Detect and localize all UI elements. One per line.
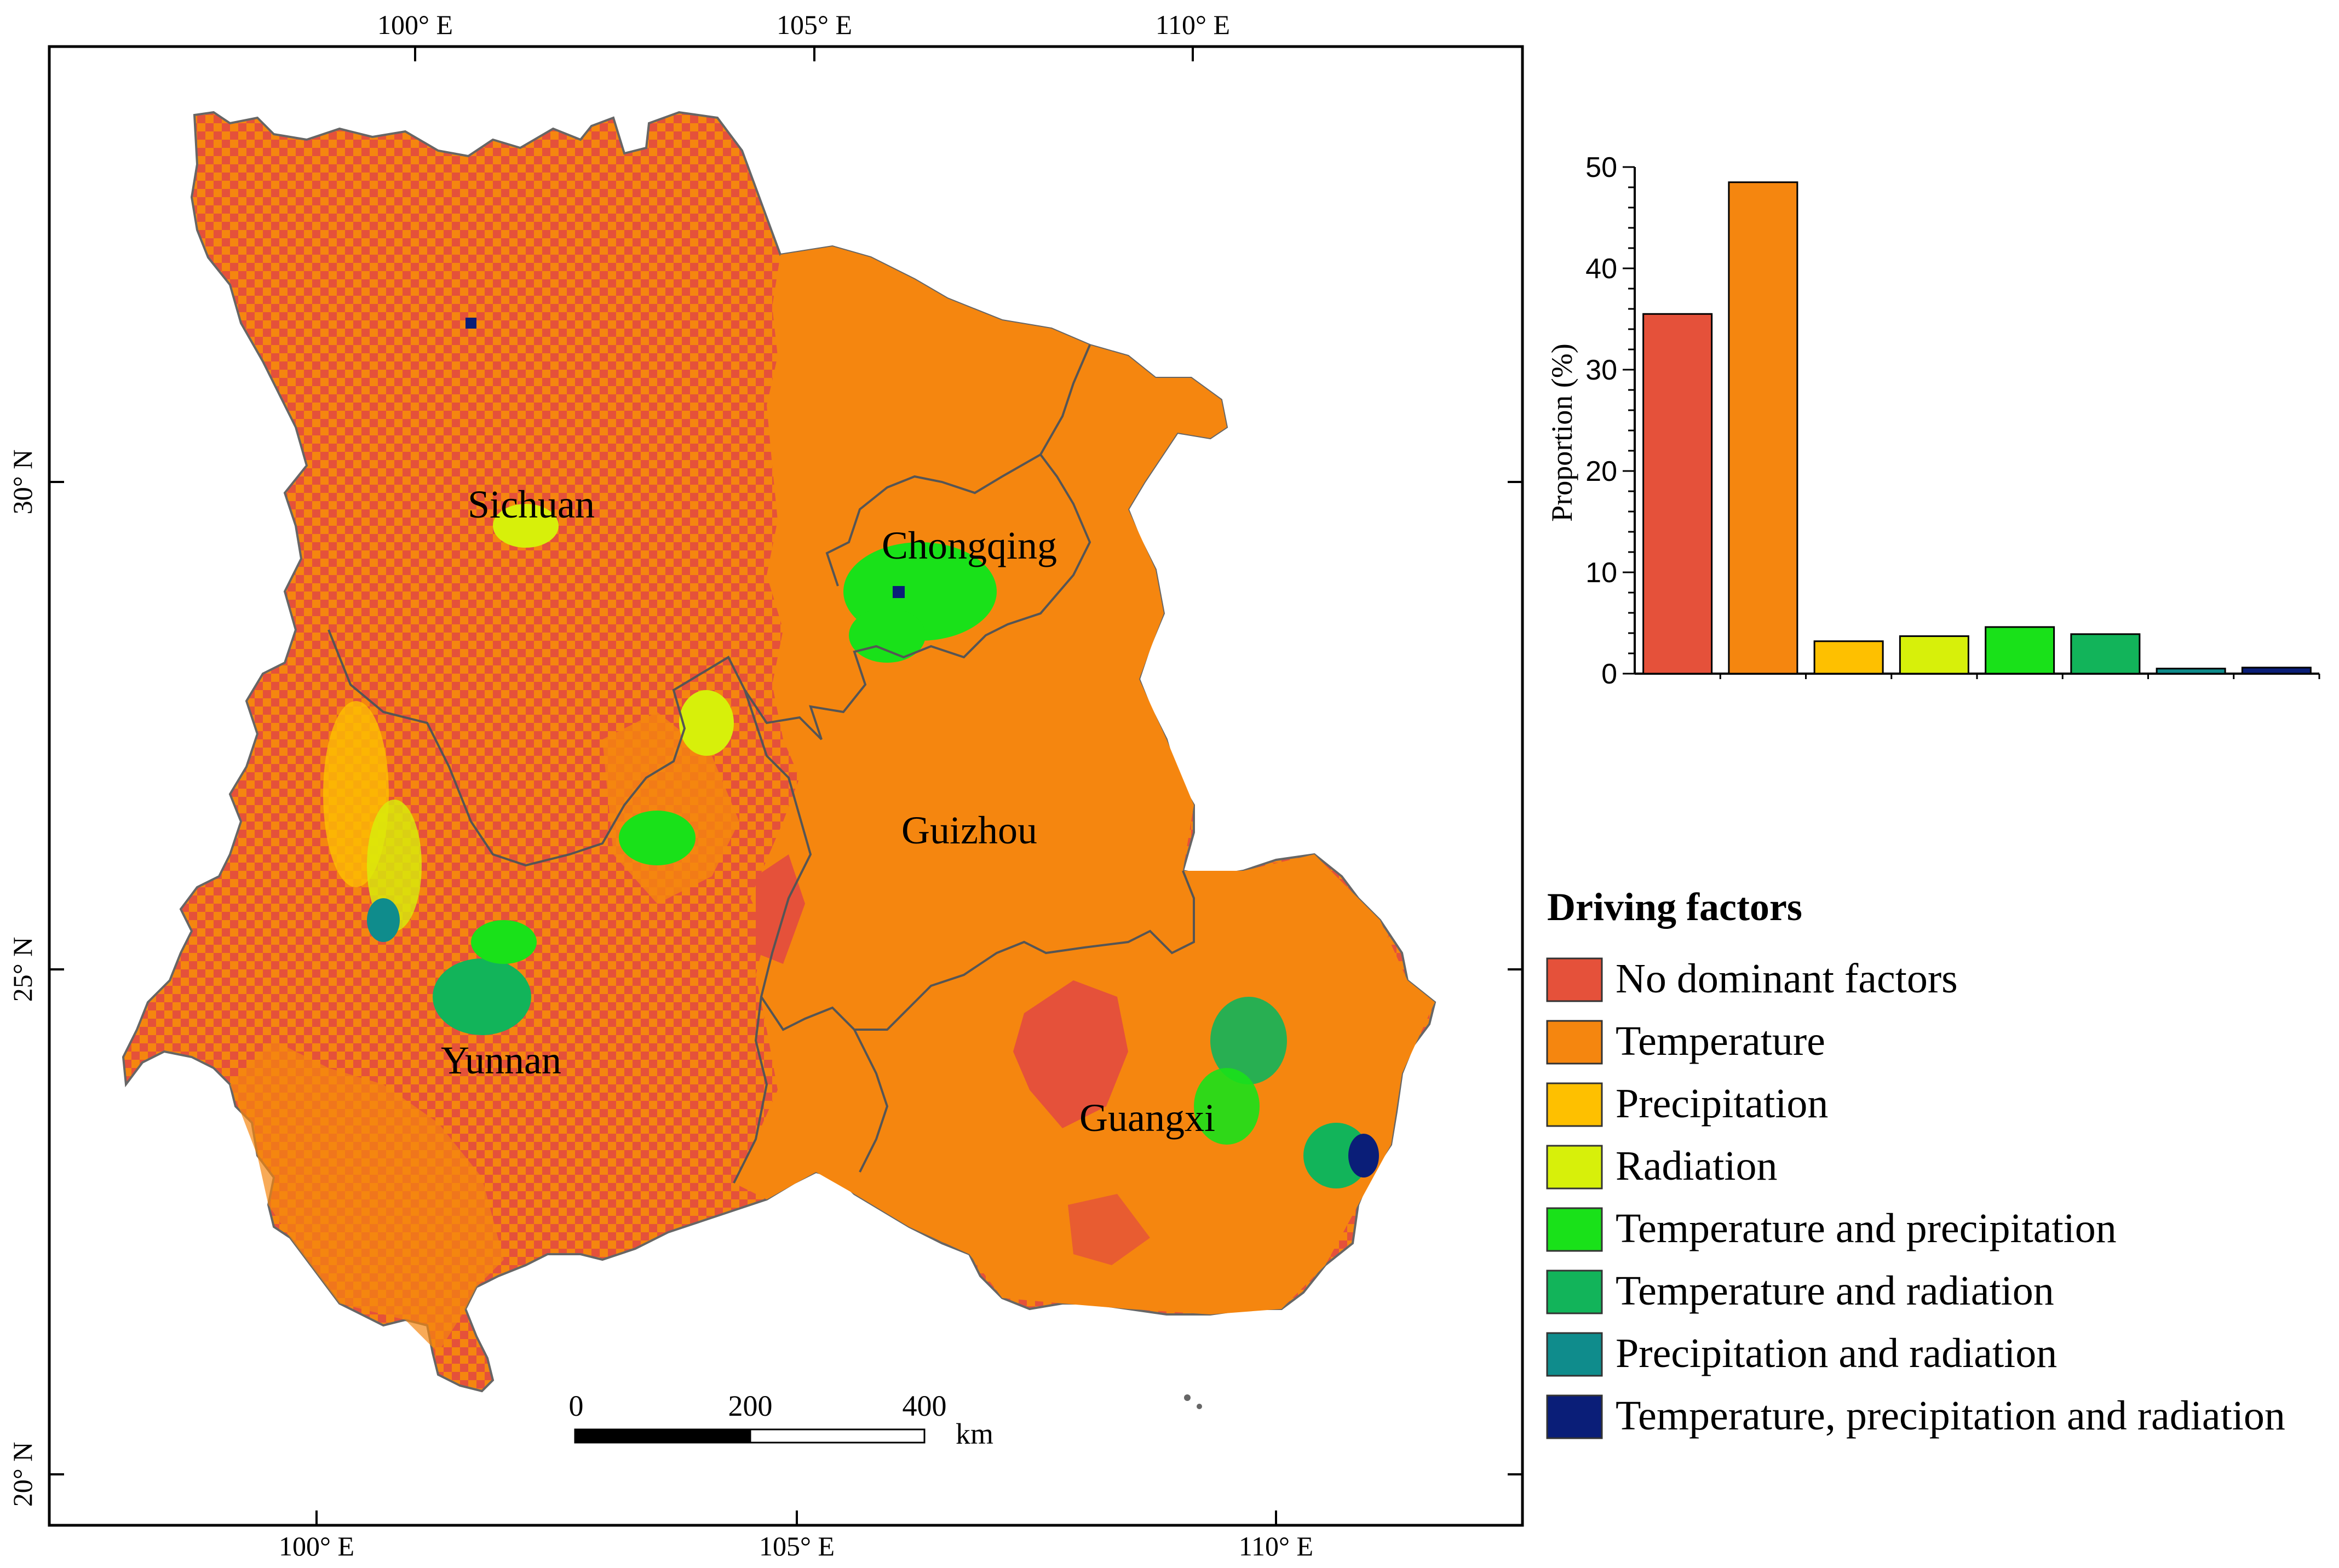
scale-tick-400: 400 <box>903 1389 947 1422</box>
latitude-labels: 30° N 25° N 20° N <box>7 450 38 1507</box>
bar-6 <box>2070 633 2141 675</box>
frame-ticks <box>49 47 1522 1525</box>
y-tick-label: 10 <box>1585 557 1617 589</box>
temp-precip-patch-guangxi <box>1194 1068 1260 1145</box>
lat-20: 20° N <box>7 1442 38 1507</box>
legend-items: No dominant factors Temperature Precipitat… <box>1546 956 2285 1439</box>
legend-swatch <box>1546 1332 1603 1377</box>
temp-rad-patch-yunnan-b <box>471 920 537 964</box>
y-tick-label: 30 <box>1585 354 1617 386</box>
region-labels: Sichuan Chongqing Guizhou Yunnan Guangxi <box>441 483 1215 1140</box>
bottom-lon-110: 110° E <box>1239 1531 1313 1561</box>
lat-30: 30° N <box>7 450 38 515</box>
legend-label: Precipitation and radiation <box>1616 1330 2057 1376</box>
legend-label: Temperature and precipitation <box>1616 1205 2117 1251</box>
scale-tick-200: 200 <box>728 1389 773 1422</box>
scale-bar-black <box>574 1428 751 1444</box>
scale-bar-white <box>749 1428 926 1444</box>
bar-chart-ylabel: Proportion (%) <box>1545 343 1578 521</box>
bottom-lon-100: 100° E <box>279 1531 354 1561</box>
all-three-patch-sichuan <box>465 318 476 329</box>
radiation-patch-sichuan <box>493 504 559 548</box>
y-tick-label: 40 <box>1585 253 1617 285</box>
region-label-guangxi: Guangxi <box>1079 1096 1215 1140</box>
no-dominant-patch-guangxi <box>1013 980 1128 1128</box>
legend-title: Driving factors <box>1547 885 1802 929</box>
legend-label: Temperature and radiation <box>1616 1268 2054 1314</box>
legend: Driving factors No dominant factors Tempe… <box>1546 885 2285 1439</box>
precip-rad-patch-yunnan <box>367 898 400 942</box>
legend-swatch <box>1546 1082 1603 1127</box>
island-2 <box>1197 1404 1202 1409</box>
no-dominant-patch-guizhou <box>756 854 805 964</box>
y-tick-label: 0 <box>1601 658 1617 690</box>
scale-unit: km <box>956 1417 993 1450</box>
scale-tick-0: 0 <box>569 1389 584 1422</box>
bar-chart: 0 10 20 30 40 50 Proportion (%) <box>1545 152 2320 690</box>
temp-rad-patch-yunnan <box>433 958 531 1035</box>
top-longitude-labels: 100° E 105° E 110° E <box>377 9 1230 40</box>
region-label-yunnan: Yunnan <box>441 1038 561 1082</box>
legend-swatch <box>1546 1145 1603 1190</box>
legend-label: Radiation <box>1616 1143 1778 1189</box>
legend-swatch <box>1546 1394 1603 1439</box>
radiation-patch-west <box>367 800 422 931</box>
temp-precip-patch-chongqing-b <box>849 608 926 663</box>
bar-3 <box>1813 640 1884 675</box>
y-tick-label: 50 <box>1585 152 1617 183</box>
scale-bar: 0 200 400 km <box>569 1389 994 1450</box>
legend-label: No dominant factors <box>1616 956 1958 1002</box>
legend-swatch <box>1546 1207 1603 1252</box>
bar-2 <box>1728 181 1798 675</box>
temperature-zone-sw <box>230 1041 504 1353</box>
legend-swatch <box>1546 957 1603 1002</box>
top-lon-100: 100° E <box>377 9 453 40</box>
all-three-patch-chongqing <box>893 586 905 598</box>
bar-8 <box>2241 667 2312 675</box>
all-three-patch-guangxi <box>1348 1134 1379 1178</box>
legend-label: Temperature <box>1616 1018 1825 1064</box>
region-label-guizhou: Guizhou <box>901 808 1037 852</box>
lat-25: 25° N <box>7 937 38 1002</box>
region-label-chongqing: Chongqing <box>882 524 1057 567</box>
bar-7 <box>2156 668 2226 675</box>
province-boundaries <box>327 344 1195 1184</box>
legend-swatch <box>1546 1270 1603 1314</box>
bar-4 <box>1899 635 1969 675</box>
bottom-lon-105: 105° E <box>759 1531 835 1561</box>
radiation-patch-central <box>679 690 734 756</box>
legend-label: Precipitation <box>1616 1081 1828 1127</box>
temp-rad-patch-guangxi-e <box>1303 1123 1369 1188</box>
legend-swatch <box>1546 1020 1603 1065</box>
bar-chart-bars <box>1642 181 2312 675</box>
temp-rad-patch-guangxi <box>1210 997 1287 1084</box>
region-label-sichuan: Sichuan <box>468 483 595 526</box>
bottom-longitude-labels: 100° E 105° E 110° E <box>279 1531 1313 1561</box>
bar-1 <box>1642 313 1713 675</box>
top-lon-105: 105° E <box>777 9 852 40</box>
island-1 <box>1184 1394 1191 1401</box>
no-dominant-patch-south <box>1068 1194 1150 1265</box>
bar-5 <box>1985 626 2055 675</box>
top-lon-110: 110° E <box>1156 9 1230 40</box>
y-tick-label: 20 <box>1585 456 1617 487</box>
study-area-map <box>122 111 1436 1393</box>
bar-chart-axes: 0 10 20 30 40 50 <box>1585 152 2320 690</box>
temp-precip-patch-central <box>619 811 696 865</box>
legend-label: Temperature, precipitation and radiation <box>1616 1393 2285 1439</box>
